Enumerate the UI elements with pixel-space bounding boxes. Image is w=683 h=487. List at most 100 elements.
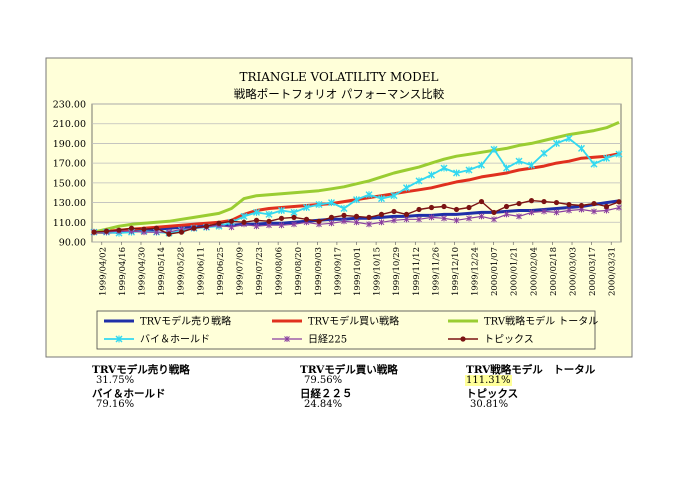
data-point-5 <box>203 223 210 229</box>
data-point-5 <box>303 216 310 222</box>
x-tick-label: 2000/01/21 <box>510 247 520 296</box>
y-tick-label: 110.00 <box>53 218 86 229</box>
data-point-3 <box>390 192 398 200</box>
data-point-5 <box>478 198 485 205</box>
data-point-5 <box>141 226 147 232</box>
data-point-5 <box>266 218 272 224</box>
y-tick-label: 90.00 <box>59 238 86 249</box>
data-point-5 <box>241 219 247 225</box>
data-point-4 <box>591 208 597 215</box>
x-tick-label: 1999/07/09 <box>235 247 245 296</box>
x-tick-label: 1999/09/03 <box>314 247 324 296</box>
data-point-5 <box>453 206 460 213</box>
legend-label-1: TRVモデル買い戦略 <box>308 315 399 328</box>
data-point-5 <box>416 206 422 213</box>
data-point-4 <box>341 218 347 225</box>
x-tick-label: 1999/11/26 <box>431 247 441 296</box>
data-point-4 <box>291 221 297 228</box>
data-point-3 <box>503 164 510 172</box>
data-point-3 <box>415 177 423 185</box>
data-point-4 <box>616 204 622 211</box>
data-point-4 <box>353 219 360 226</box>
series-group <box>90 121 623 237</box>
x-tick-label: 1999/11/12 <box>412 247 422 296</box>
data-point-3 <box>553 139 560 147</box>
data-point-4 <box>391 217 397 224</box>
data-point-4 <box>228 224 235 231</box>
x-axis-ticks: 1999/04/02 1999/04/16 1999/04/30 1999/05/14… <box>98 242 618 296</box>
legend-marker-3 <box>115 335 123 343</box>
x-tick-label: 1999/06/25 <box>216 247 226 296</box>
y-tick-label: 210.00 <box>53 119 86 130</box>
data-point-3 <box>515 157 523 165</box>
data-point-3 <box>315 201 323 209</box>
data-point-4 <box>491 216 497 223</box>
data-point-3 <box>378 195 385 203</box>
data-point-3 <box>265 210 273 218</box>
data-point-5 <box>291 214 297 220</box>
x-tick-label: 1999/10/29 <box>392 247 402 296</box>
x-tick-label: 1999/04/30 <box>137 247 147 296</box>
x-tick-label: 1999/06/11 <box>196 247 206 296</box>
y-tick-label: 170.00 <box>53 159 86 170</box>
data-point-3 <box>453 169 460 177</box>
legend-label-3: バイ＆ホールド <box>140 334 210 346</box>
data-point-4 <box>366 221 372 228</box>
data-point-4 <box>278 222 285 229</box>
data-point-4 <box>403 216 410 223</box>
data-point-5 <box>366 214 372 220</box>
data-point-3 <box>565 135 573 142</box>
legend-marker-4 <box>284 336 290 342</box>
x-tick-label: 1999/05/28 <box>177 247 187 296</box>
x-tick-label: 1999/05/14 <box>157 247 167 296</box>
chart-background <box>45 57 633 358</box>
x-tick-label: 2000/03/31 <box>608 247 618 296</box>
legend-marker-5 <box>460 336 466 342</box>
data-point-5 <box>191 225 197 231</box>
data-point-5 <box>566 201 572 208</box>
data-point-3 <box>528 161 535 169</box>
data-point-5 <box>91 229 97 235</box>
y-tick-label: 130.00 <box>53 198 86 209</box>
data-point-5 <box>491 209 497 216</box>
data-point-5 <box>503 203 510 210</box>
legend: TRVモデル売り戦略 TRVモデル買い戦略 TRV戦略モデル トータルバイ＆ホールド… <box>104 315 598 346</box>
data-point-5 <box>178 229 185 235</box>
data-point-5 <box>103 228 110 234</box>
data-point-3 <box>403 184 410 192</box>
data-point-5 <box>578 202 585 209</box>
x-tick-label: 2000/02/18 <box>549 247 559 296</box>
x-tick-label: 1999/08/20 <box>294 247 304 296</box>
data-point-3 <box>303 204 310 211</box>
data-point-3 <box>440 164 448 172</box>
x-tick-label: 2000/02/04 <box>529 247 539 296</box>
data-point-4 <box>566 207 572 214</box>
x-tick-label: 2000/01/07 <box>490 247 500 296</box>
data-point-5 <box>541 198 547 205</box>
x-tick-label: 1999/12/10 <box>451 247 461 296</box>
data-point-5 <box>603 203 610 210</box>
y-tick-label: 230.00 <box>53 100 86 111</box>
data-point-5 <box>466 204 472 211</box>
data-point-5 <box>316 218 322 224</box>
legend-box <box>96 310 596 350</box>
data-point-5 <box>403 211 410 217</box>
data-point-4 <box>503 211 510 218</box>
x-tick-label: 1999/10/15 <box>373 247 383 296</box>
data-point-5 <box>153 225 160 231</box>
chart-subtitle: 戦略ポートフォリオ パフォーマンス比較 <box>234 87 445 101</box>
data-point-3 <box>253 208 260 216</box>
data-point-5 <box>528 198 535 204</box>
data-point-3 <box>353 196 360 204</box>
chart-title: TRIANGLE VOLATILITY MODEL <box>239 70 438 84</box>
data-point-3 <box>478 161 485 169</box>
data-point-4 <box>428 214 435 221</box>
data-point-4 <box>441 215 447 222</box>
data-point-5 <box>353 213 360 219</box>
data-point-3 <box>615 150 623 158</box>
series-line-2 <box>93 121 620 234</box>
data-point-3 <box>278 206 285 214</box>
data-point-5 <box>391 208 397 215</box>
data-point-3 <box>340 204 348 212</box>
